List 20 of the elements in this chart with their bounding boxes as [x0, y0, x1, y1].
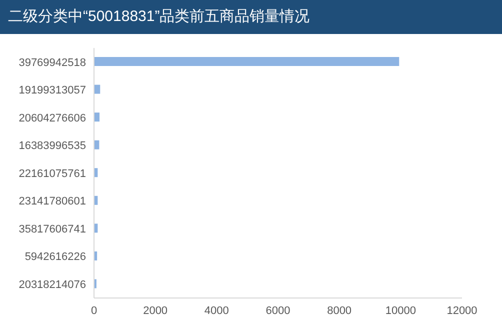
y-tick-label: 20318214076: [18, 279, 86, 292]
bar: [94, 84, 100, 94]
x-tick-label: 10000: [385, 304, 416, 317]
x-tick-label: 8000: [327, 304, 352, 317]
x-tick-label: 0: [90, 304, 98, 317]
x-tick-label: 6000: [266, 304, 290, 317]
y-tick-label: 5942616226: [24, 251, 86, 264]
bar: [94, 112, 100, 122]
x-tick-label: 12000: [446, 304, 478, 317]
x-tick-label: 2000: [143, 304, 168, 317]
y-tick-label: 16383996535: [18, 140, 86, 152]
y-tick-label: 19199313057: [18, 84, 86, 97]
y-tick-label: 39769942518: [18, 56, 86, 69]
bar: [94, 57, 400, 66]
x-tick-label: 4000: [204, 304, 229, 317]
y-tick-label: 20604276606: [18, 112, 86, 124]
y-tick-label: 22161075761: [18, 168, 86, 180]
y-tick-label: 23141780601: [18, 196, 86, 208]
chart-title: 二级分类中“50018831”品类前五商品销量情况: [0, 0, 502, 34]
y-tick-label: 35817606741: [18, 223, 86, 236]
